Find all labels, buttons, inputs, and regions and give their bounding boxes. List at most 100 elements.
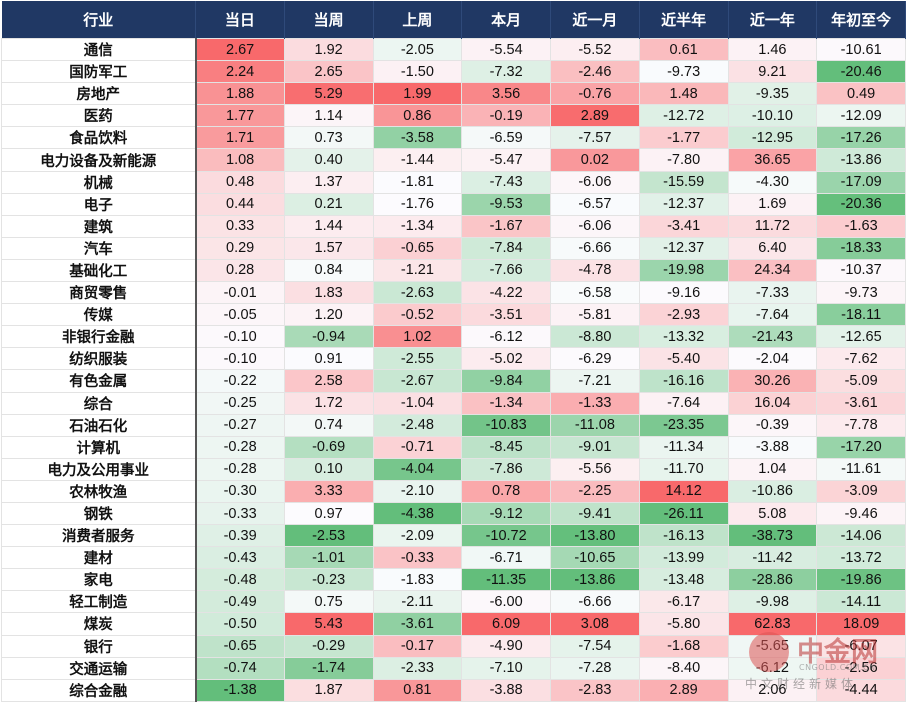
return-cell: 62.83 xyxy=(727,612,818,636)
return-cell: -1.83 xyxy=(372,568,463,592)
return-cell: -7.28 xyxy=(550,656,640,680)
industry-name: 国防军工 xyxy=(1,60,197,84)
column-header: 当周 xyxy=(284,1,374,39)
table-row: 汽车 0.29 1.57 -0.65 -7.84 -6.66 -12.37 6.40 -18.3… xyxy=(1,236,906,260)
return-cell: -12.09 xyxy=(816,104,906,128)
return-cell: -0.74 xyxy=(195,656,285,680)
return-cell: -9.53 xyxy=(461,192,551,216)
return-cell: -12.37 xyxy=(638,236,729,260)
return-cell: -9.01 xyxy=(550,435,640,459)
return-cell: 0.73 xyxy=(283,126,374,150)
return-cell: -3.51 xyxy=(461,303,551,327)
return-cell: -21.43 xyxy=(727,325,818,349)
return-cell: 1.72 xyxy=(283,391,374,415)
return-cell: 0.28 xyxy=(195,258,285,283)
return-cell: 0.91 xyxy=(283,347,374,371)
return-cell: -7.57 xyxy=(550,126,640,150)
industry-name: 商贸零售 xyxy=(1,281,197,305)
return-cell: -0.22 xyxy=(195,369,285,393)
return-cell: -1.38 xyxy=(195,678,285,702)
table-row: 医药 1.77 1.14 0.86 -0.19 2.89 -12.72 -10.10 -12.0… xyxy=(1,104,906,128)
industry-name: 建筑 xyxy=(1,214,197,238)
table-row: 家电 -0.48 -0.23 -1.83 -11.35 -13.86 -13.48 -28.8… xyxy=(1,568,906,592)
return-cell: 0.75 xyxy=(283,590,374,614)
table-row: 电力及公用事业 -0.28 0.10 -4.04 -7.86 -5.56 -11.70 1.0… xyxy=(1,457,906,481)
return-cell: -4.78 xyxy=(550,258,640,283)
return-cell: -2.25 xyxy=(550,479,640,503)
table-row: 钢铁 -0.33 0.97 -4.38 -9.12 -9.41 -26.11 5.08 -9.4… xyxy=(1,501,906,526)
return-cell: 2.67 xyxy=(195,37,285,62)
return-cell: -6.06 xyxy=(550,214,640,238)
return-cell: 1.37 xyxy=(283,170,374,194)
return-cell: 0.74 xyxy=(283,413,374,437)
return-cell: 36.65 xyxy=(727,148,818,172)
return-cell: -1.34 xyxy=(461,391,551,415)
return-cell: -0.17 xyxy=(372,634,463,658)
return-cell: 0.86 xyxy=(372,104,463,128)
return-cell: 1.83 xyxy=(283,281,374,305)
return-cell: -13.80 xyxy=(550,524,640,548)
industry-name: 建材 xyxy=(1,546,197,570)
return-cell: 1.87 xyxy=(283,678,374,702)
return-cell: 1.46 xyxy=(727,37,818,62)
table-row: 纺织服装 -0.10 0.91 -2.55 -5.02 -6.29 -5.40 -2.04 -7… xyxy=(1,347,906,371)
table-row: 商贸零售 -0.01 1.83 -2.63 -4.22 -6.58 -9.16 -7.33 -9… xyxy=(1,281,906,305)
column-header: 近一年 xyxy=(728,1,818,39)
return-cell: -14.11 xyxy=(816,590,906,614)
return-cell: 5.08 xyxy=(727,501,818,526)
return-cell: -13.32 xyxy=(638,325,729,349)
return-cell: -5.56 xyxy=(550,457,640,481)
return-cell: -3.09 xyxy=(816,479,906,503)
table-row: 食品饮料 1.71 0.73 -3.58 -6.59 -7.57 -1.77 -12.95 -1… xyxy=(1,126,906,150)
return-cell: -2.46 xyxy=(550,60,640,84)
return-cell: -10.10 xyxy=(727,104,818,128)
return-cell: -7.86 xyxy=(461,457,551,481)
return-cell: -10.83 xyxy=(461,413,551,437)
return-cell: -2.63 xyxy=(372,281,463,305)
return-cell: -8.40 xyxy=(638,656,729,680)
return-cell: 2.89 xyxy=(550,104,640,128)
return-cell: -13.72 xyxy=(816,546,906,570)
return-cell: -2.05 xyxy=(372,37,463,62)
return-cell: 3.08 xyxy=(550,612,640,636)
return-cell: -13.99 xyxy=(638,546,729,570)
table-row: 房地产 1.88 5.29 1.99 3.56 -0.76 1.48 -9.35 0.49 xyxy=(1,82,906,106)
industry-name: 机械 xyxy=(1,170,197,194)
return-cell: -1.21 xyxy=(372,258,463,283)
return-cell: -14.06 xyxy=(816,524,906,548)
return-cell: 1.71 xyxy=(195,126,285,150)
table-row: 综合 -0.25 1.72 -1.04 -1.34 -1.33 -7.64 16.04 -3.6… xyxy=(1,391,906,415)
return-cell: 1.44 xyxy=(283,214,374,238)
return-cell: 0.78 xyxy=(461,479,551,503)
industry-name: 家电 xyxy=(1,568,197,592)
return-cell: -3.61 xyxy=(372,612,463,636)
return-cell: -20.36 xyxy=(816,192,906,216)
column-header: 本月 xyxy=(461,1,551,39)
return-cell: -7.84 xyxy=(461,236,551,260)
column-header: 近半年 xyxy=(639,1,729,39)
return-cell: -1.76 xyxy=(372,192,463,216)
return-cell: -9.73 xyxy=(816,281,906,305)
return-cell: 1.69 xyxy=(727,192,818,216)
return-cell: -9.46 xyxy=(816,501,906,526)
return-cell: -4.22 xyxy=(461,281,551,305)
table-row: 建材 -0.43 -1.01 -0.33 -6.71 -10.65 -13.99 -11.42… xyxy=(1,546,906,570)
table-row: 非银行金融 -0.10 -0.94 1.02 -6.12 -8.80 -13.32 -21.4… xyxy=(1,325,906,349)
return-cell: -3.88 xyxy=(727,435,818,459)
return-cell: 1.92 xyxy=(283,37,374,62)
return-cell: -0.27 xyxy=(195,413,285,437)
table-row: 农林牧渔 -0.30 3.33 -2.10 0.78 -2.25 14.12 -10.86 -3… xyxy=(1,479,906,503)
industry-name: 食品饮料 xyxy=(1,126,197,150)
return-cell: -7.64 xyxy=(638,391,729,415)
return-cell: -17.09 xyxy=(816,170,906,194)
return-cell: -2.83 xyxy=(550,678,640,702)
return-cell: -1.44 xyxy=(372,148,463,172)
return-cell: 1.99 xyxy=(372,82,463,106)
return-cell: -2.09 xyxy=(372,524,463,548)
return-cell: -5.52 xyxy=(550,37,640,62)
return-cell: 2.89 xyxy=(638,678,729,702)
return-cell: -7.43 xyxy=(461,170,551,194)
return-cell: -11.70 xyxy=(638,457,729,481)
return-cell: -8.45 xyxy=(461,435,551,459)
return-cell: 1.08 xyxy=(195,148,285,172)
